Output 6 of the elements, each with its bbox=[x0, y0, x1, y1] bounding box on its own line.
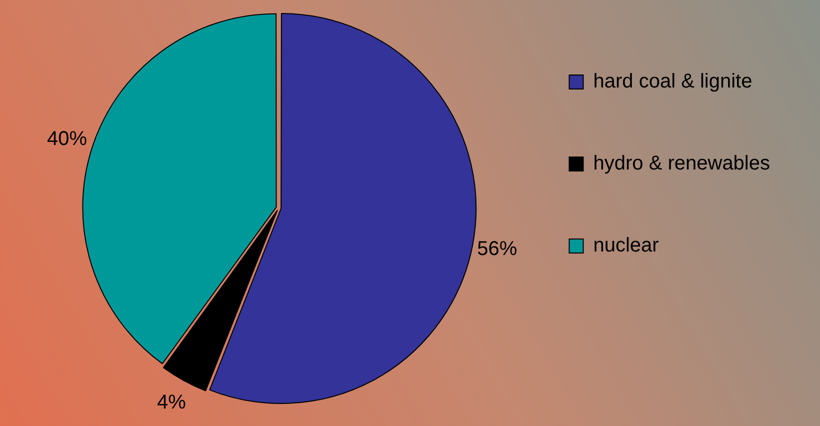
data-label: 4% bbox=[156, 391, 186, 414]
legend-label: hydro & renewables bbox=[593, 152, 770, 175]
data-label: 56% bbox=[477, 238, 518, 260]
data-label: 40% bbox=[46, 128, 88, 150]
legend-label: hard coal & lignite bbox=[593, 70, 752, 93]
legend-label: nuclear bbox=[593, 234, 660, 257]
